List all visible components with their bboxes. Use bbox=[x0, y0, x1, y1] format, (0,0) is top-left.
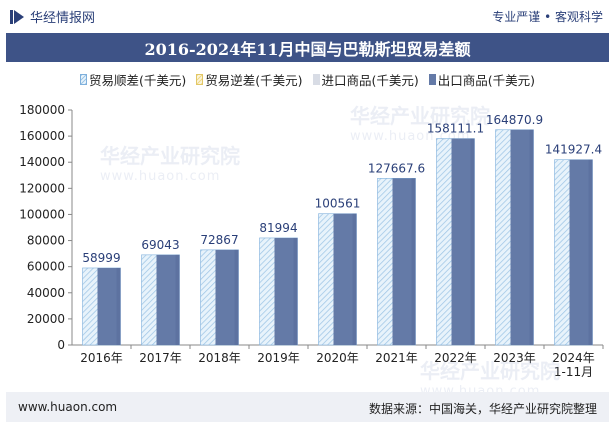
data-label: 164870.9 bbox=[486, 113, 543, 127]
y-tick-label: 120000 bbox=[19, 181, 65, 195]
x-tick-label: 2016年 bbox=[80, 351, 123, 365]
bar-export-shade bbox=[352, 213, 357, 345]
footer: www.huaon.com 数据来源：中国海关，华经产业研究院整理 bbox=[6, 392, 609, 422]
x-tick-label: 2023年 bbox=[493, 351, 536, 365]
bar-export bbox=[451, 138, 475, 345]
chart-legend: 贸易顺差(千美元) 贸易逆差(千美元) 进口商品(千美元) 出口商品(千美元) bbox=[0, 70, 615, 89]
y-tick-label: 20000 bbox=[27, 312, 65, 326]
y-tick-label: 160000 bbox=[19, 129, 65, 143]
x-tick-label: 1-11月 bbox=[554, 365, 593, 379]
top-bar: 华经情报网 专业严谨 • 客观科学 bbox=[0, 0, 615, 32]
legend-label-surplus: 贸易顺差(千美元) bbox=[88, 73, 187, 88]
bar-export-shade bbox=[588, 159, 593, 345]
bar-chart: 0 20000 40000 60000 80000 100000 120000 140000 1… bbox=[19, 103, 604, 379]
bar-export bbox=[510, 129, 534, 345]
y-tick-label: 180000 bbox=[19, 103, 65, 117]
data-label: 72867 bbox=[200, 233, 238, 247]
bar-export bbox=[569, 159, 593, 345]
bar-export-shade bbox=[411, 178, 416, 345]
x-tick-label: 2018年 bbox=[198, 351, 241, 365]
x-tick-label: 2021年 bbox=[375, 351, 418, 365]
legend-item-import: 进口商品(千美元) bbox=[312, 70, 419, 89]
huajing-logo-icon bbox=[10, 9, 24, 24]
legend-item-deficit: 贸易逆差(千美元) bbox=[196, 70, 303, 89]
x-tick-label: 2017年 bbox=[139, 351, 182, 365]
legend-swatch-import bbox=[312, 74, 320, 85]
legend-item-surplus: 贸易顺差(千美元) bbox=[79, 70, 187, 89]
legend-swatch-deficit bbox=[196, 74, 204, 85]
bar-export-shade bbox=[234, 249, 239, 345]
y-tick-label: 40000 bbox=[27, 286, 65, 300]
slogan: 专业严谨 • 客观科学 bbox=[492, 10, 603, 24]
legend-label-import: 进口商品(千美元) bbox=[321, 73, 419, 88]
chart-title: 2016-2024年11月中国与巴勒斯坦贸易差额 bbox=[6, 33, 609, 62]
legend-label-deficit: 贸易逆差(千美元) bbox=[205, 73, 303, 88]
bar-export-shade bbox=[470, 138, 475, 345]
y-tick-label: 140000 bbox=[19, 155, 65, 169]
x-tick-label: 2024年 bbox=[552, 351, 595, 365]
y-tick-label: 0 bbox=[57, 338, 65, 352]
footer-url: www.huaon.com bbox=[18, 400, 118, 414]
bar-export bbox=[97, 267, 121, 345]
x-tick-label: 2022年 bbox=[434, 351, 477, 365]
bar-export-shade bbox=[116, 267, 121, 345]
legend-swatch-surplus bbox=[79, 74, 87, 85]
bar-export bbox=[392, 178, 416, 345]
y-tick-label: 80000 bbox=[27, 234, 65, 248]
data-label: 141927.4 bbox=[545, 143, 602, 157]
bar-export bbox=[156, 254, 180, 345]
data-label: 100561 bbox=[315, 197, 361, 211]
data-source: 数据来源：中国海关，华经产业研究院整理 bbox=[368, 402, 597, 416]
legend-swatch-export bbox=[428, 74, 436, 85]
bar-export-shade bbox=[175, 254, 180, 345]
bar-export bbox=[333, 213, 357, 345]
brand-name: 华经情报网 bbox=[30, 11, 96, 26]
y-tick-label: 100000 bbox=[19, 207, 65, 221]
bar-export-shade bbox=[529, 129, 534, 345]
y-tick-label: 60000 bbox=[27, 260, 65, 274]
legend-label-export: 出口商品(千美元) bbox=[437, 73, 536, 88]
brand: 华经情报网 bbox=[10, 7, 95, 26]
data-label: 127667.6 bbox=[368, 161, 425, 175]
bar-export bbox=[274, 237, 298, 345]
data-label: 69043 bbox=[141, 238, 179, 252]
data-label: 158111.1 bbox=[427, 122, 484, 136]
legend-item-export: 出口商品(千美元) bbox=[428, 70, 536, 89]
x-tick-label: 2020年 bbox=[316, 351, 359, 365]
bar-export-shade bbox=[293, 237, 298, 345]
data-label: 58999 bbox=[82, 251, 120, 265]
data-label: 81994 bbox=[259, 221, 297, 235]
x-tick-label: 2019年 bbox=[257, 351, 300, 365]
bar-export bbox=[215, 249, 239, 345]
